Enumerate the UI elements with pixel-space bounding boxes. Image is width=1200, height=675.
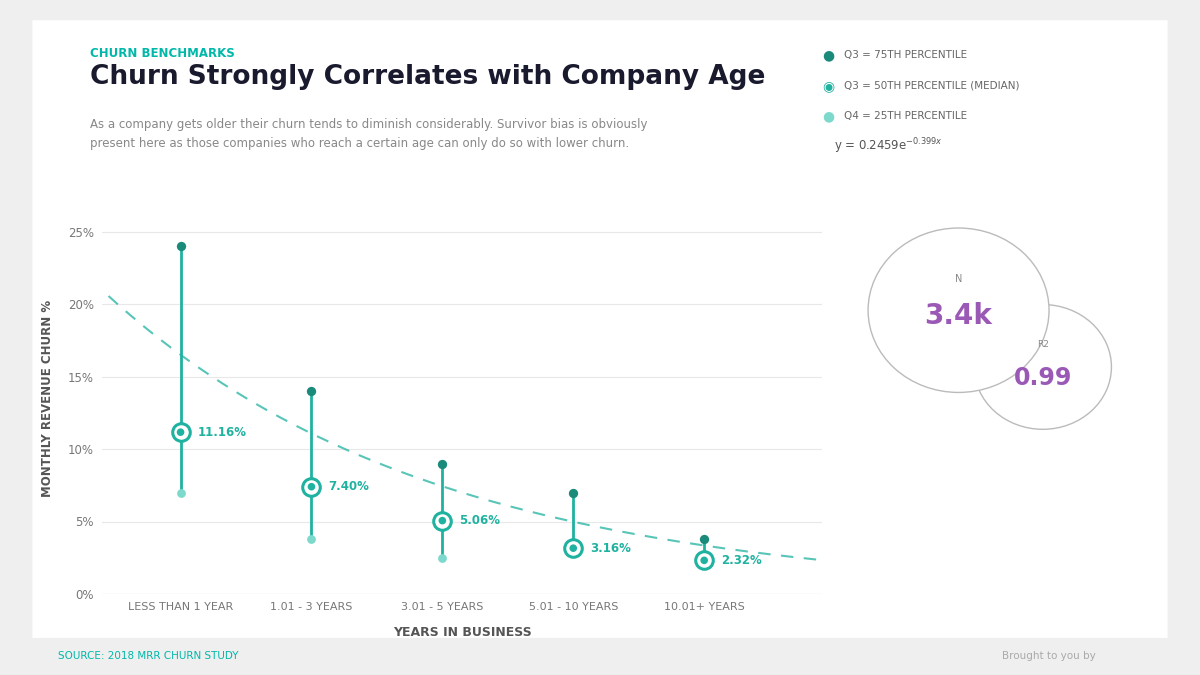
Text: ●: ●	[822, 109, 834, 123]
Point	[170, 240, 190, 251]
Text: 3.16%: 3.16%	[590, 541, 631, 555]
Text: 0.99: 0.99	[1014, 367, 1072, 390]
Point	[433, 515, 452, 526]
Point	[695, 555, 714, 566]
Point	[695, 533, 714, 544]
Point	[564, 548, 583, 559]
Text: N: N	[955, 274, 962, 284]
Text: Q3 = 75TH PERCENTILE: Q3 = 75TH PERCENTILE	[844, 51, 967, 60]
Point	[170, 427, 190, 437]
Text: Q3 = 50TH PERCENTILE (MEDIAN): Q3 = 50TH PERCENTILE (MEDIAN)	[844, 81, 1019, 90]
Text: As a company gets older their churn tends to diminish considerably. Survivor bia: As a company gets older their churn tend…	[90, 118, 648, 150]
Text: Churn Strongly Correlates with Company Age: Churn Strongly Correlates with Company A…	[90, 64, 766, 90]
Text: R2: R2	[1037, 340, 1049, 349]
Text: 2.32%: 2.32%	[721, 554, 762, 567]
Y-axis label: MONTHLY REVENUE CHURN %: MONTHLY REVENUE CHURN %	[41, 300, 54, 497]
X-axis label: YEARS IN BUSINESS: YEARS IN BUSINESS	[392, 626, 532, 639]
Point	[170, 427, 190, 437]
Circle shape	[974, 304, 1111, 429]
Point	[564, 543, 583, 554]
Text: 3.4k: 3.4k	[925, 302, 992, 330]
Point	[433, 458, 452, 469]
Text: ◉: ◉	[822, 79, 834, 92]
Point	[695, 558, 714, 569]
Point	[302, 481, 322, 492]
Point	[170, 487, 190, 498]
Text: SOURCE: 2018 MRR CHURN STUDY: SOURCE: 2018 MRR CHURN STUDY	[58, 651, 238, 661]
Point	[695, 555, 714, 566]
Point	[302, 481, 322, 492]
Point	[302, 533, 322, 544]
Text: 5.06%: 5.06%	[460, 514, 500, 527]
Text: Brought to you by: Brought to you by	[1002, 651, 1096, 661]
Text: y = 0.2459e$^{-0.399x}$: y = 0.2459e$^{-0.399x}$	[834, 136, 943, 157]
Text: CHURN BENCHMARKS: CHURN BENCHMARKS	[90, 47, 235, 60]
Text: Q4 = 25TH PERCENTILE: Q4 = 25TH PERCENTILE	[844, 111, 967, 121]
Point	[564, 487, 583, 498]
Text: ●: ●	[822, 49, 834, 62]
Point	[302, 385, 322, 396]
Point	[564, 543, 583, 554]
Point	[433, 515, 452, 526]
Text: 11.16%: 11.16%	[198, 426, 246, 439]
Text: 7.40%: 7.40%	[329, 480, 370, 493]
Circle shape	[868, 228, 1049, 392]
Point	[433, 552, 452, 563]
